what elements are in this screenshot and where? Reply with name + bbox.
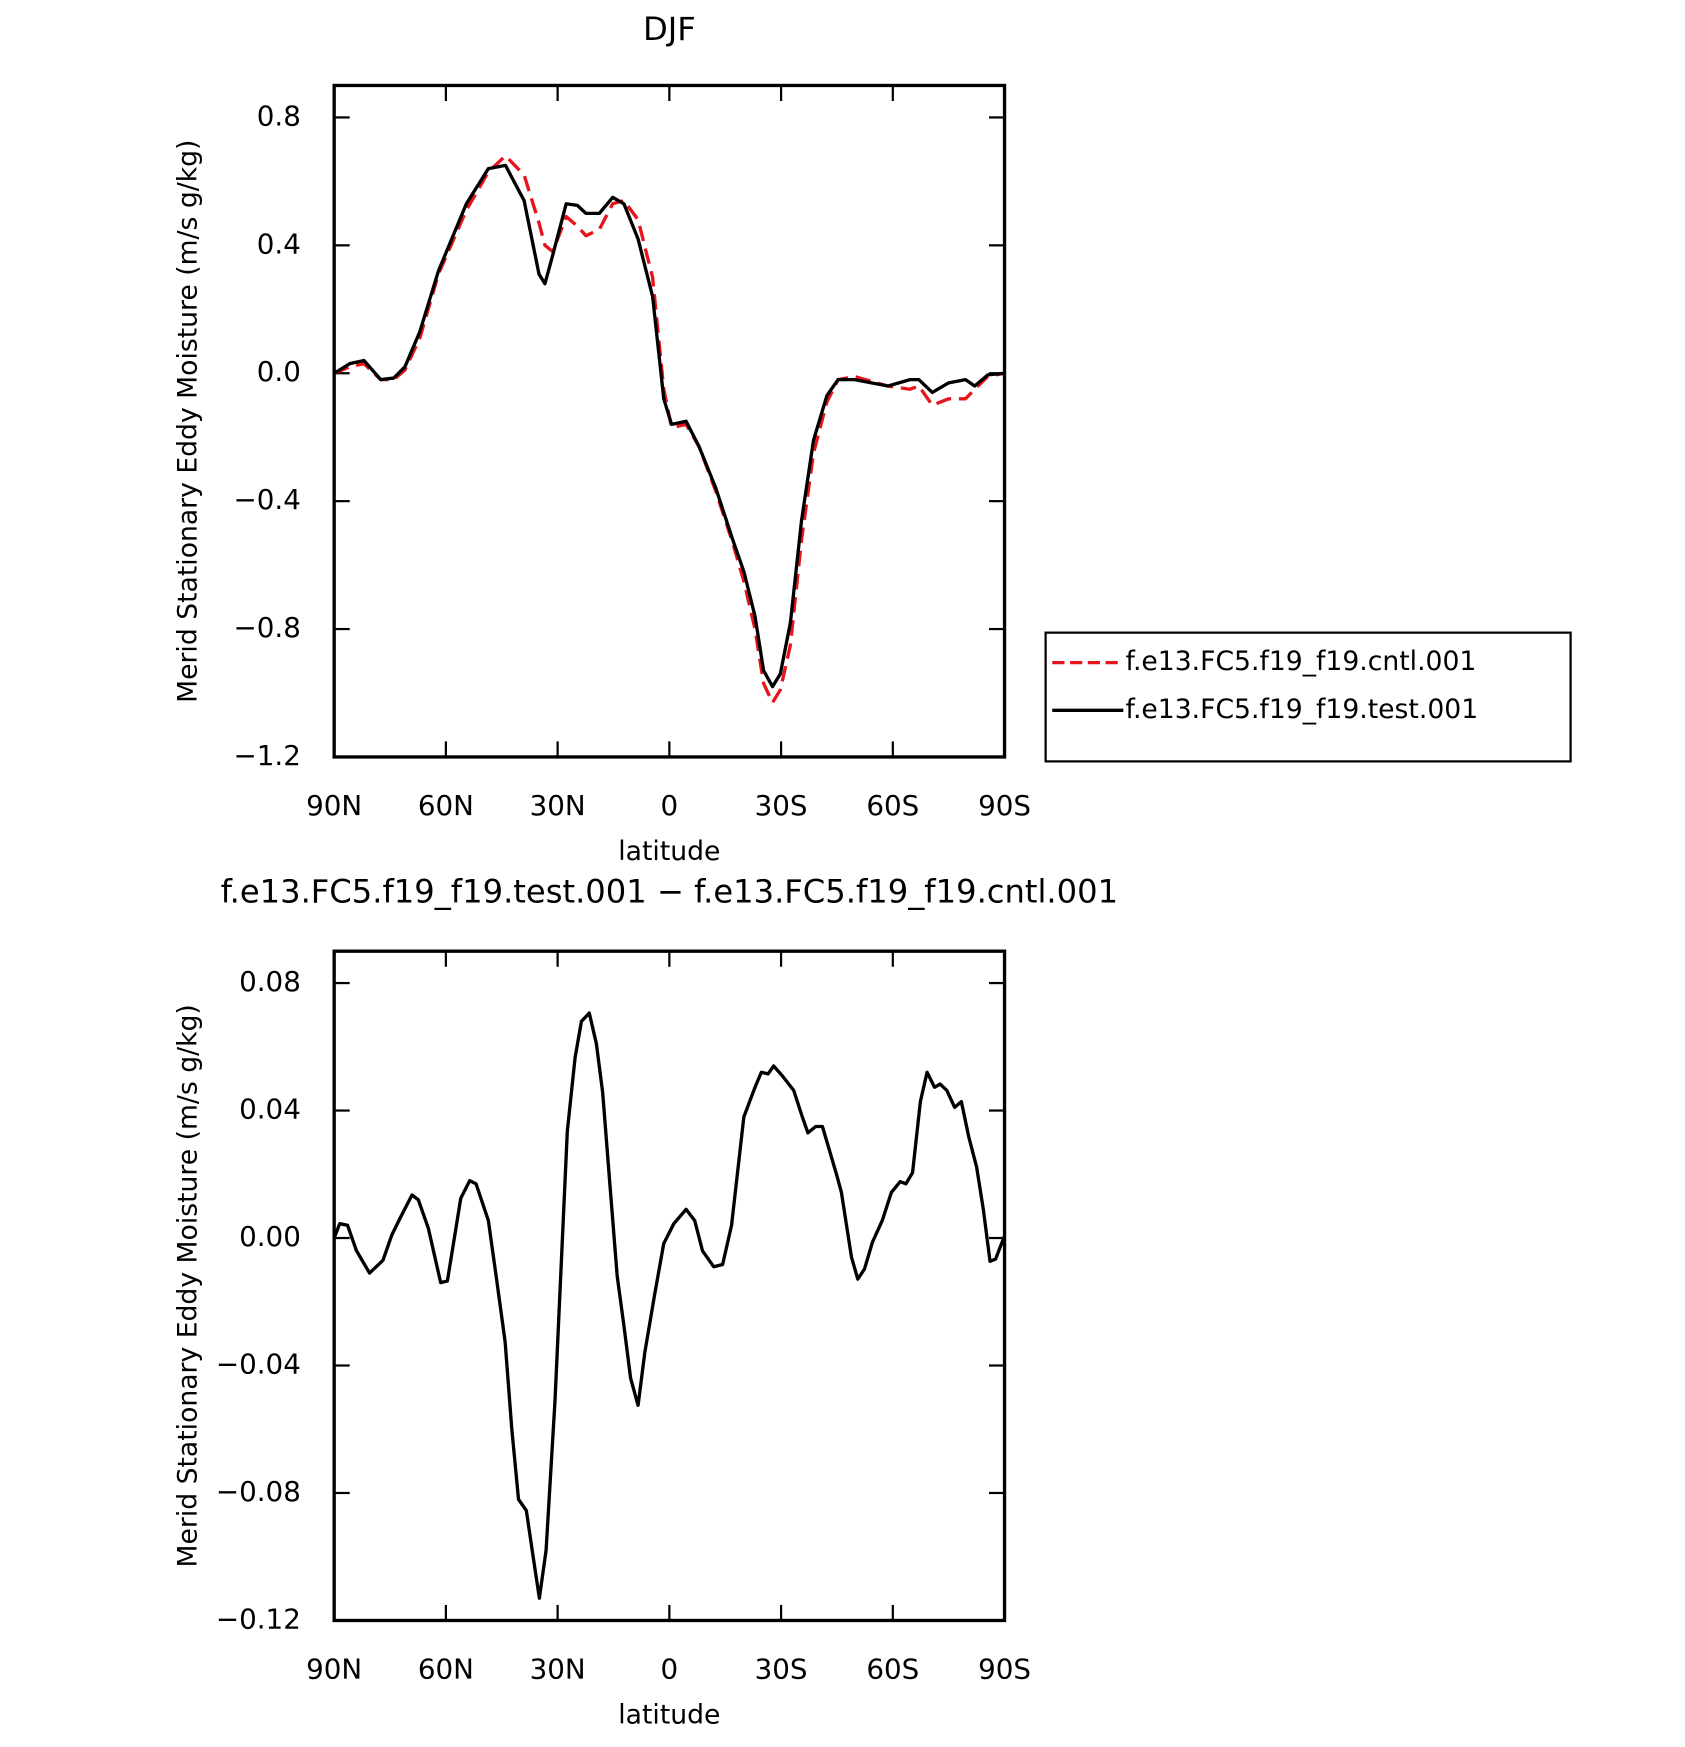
legend-box	[1044, 631, 1572, 763]
y-tick-label: 0.8	[257, 99, 301, 132]
x-tick-label: 60S	[866, 1652, 919, 1685]
y-tick-label: −1.2	[234, 739, 301, 772]
y-axis-label: Merid Stationary Eddy Moisture (m/s g/kg…	[172, 140, 203, 703]
x-axis-label: latitude	[618, 1699, 720, 1730]
x-tick-label: 30N	[530, 1652, 586, 1685]
y-tick-label: 0.00	[239, 1220, 301, 1253]
x-tick-label: 30N	[530, 789, 586, 822]
y-axis-label: Merid Stationary Eddy Moisture (m/s g/kg…	[172, 1004, 203, 1567]
x-tick-label: 60S	[866, 789, 919, 822]
x-tick-label: 90N	[306, 789, 362, 822]
legend-label: f.e13.FC5.f19_f19.test.001	[1126, 694, 1479, 725]
legend-label: f.e13.FC5.f19_f19.cntl.001	[1126, 646, 1477, 677]
x-tick-label: 0	[661, 1652, 679, 1685]
x-tick-label: 0	[661, 789, 679, 822]
y-tick-label: −0.4	[234, 483, 301, 516]
x-tick-label: 90N	[306, 1652, 362, 1685]
plot-frame	[332, 949, 1007, 1623]
plot-frame	[332, 83, 1007, 759]
x-tick-label: 30S	[755, 1652, 808, 1685]
y-tick-label: 0.04	[239, 1093, 301, 1126]
x-tick-label: 90S	[978, 789, 1031, 822]
x-axis-label: latitude	[618, 836, 720, 867]
x-tick-label: 30S	[755, 789, 808, 822]
y-tick-label: −0.8	[234, 611, 301, 644]
y-tick-label: 0.4	[257, 227, 301, 260]
data-line	[333, 163, 1005, 689]
chart-title: DJF	[643, 10, 696, 48]
x-tick-label: 90S	[978, 1652, 1031, 1685]
data-line	[332, 1011, 1007, 1600]
x-tick-label: 60N	[418, 1652, 474, 1685]
x-tick-label: 60N	[418, 789, 474, 822]
y-tick-label: −0.12	[216, 1602, 301, 1635]
y-tick-label: 0.08	[239, 965, 301, 998]
data-line	[333, 154, 1005, 705]
y-tick-label: −0.04	[216, 1348, 301, 1381]
y-tick-label: 0.0	[257, 355, 301, 388]
y-tick-label: −0.08	[216, 1475, 301, 1508]
chart-title: f.e13.FC5.f19_f19.test.001 − f.e13.FC5.f…	[221, 872, 1118, 910]
